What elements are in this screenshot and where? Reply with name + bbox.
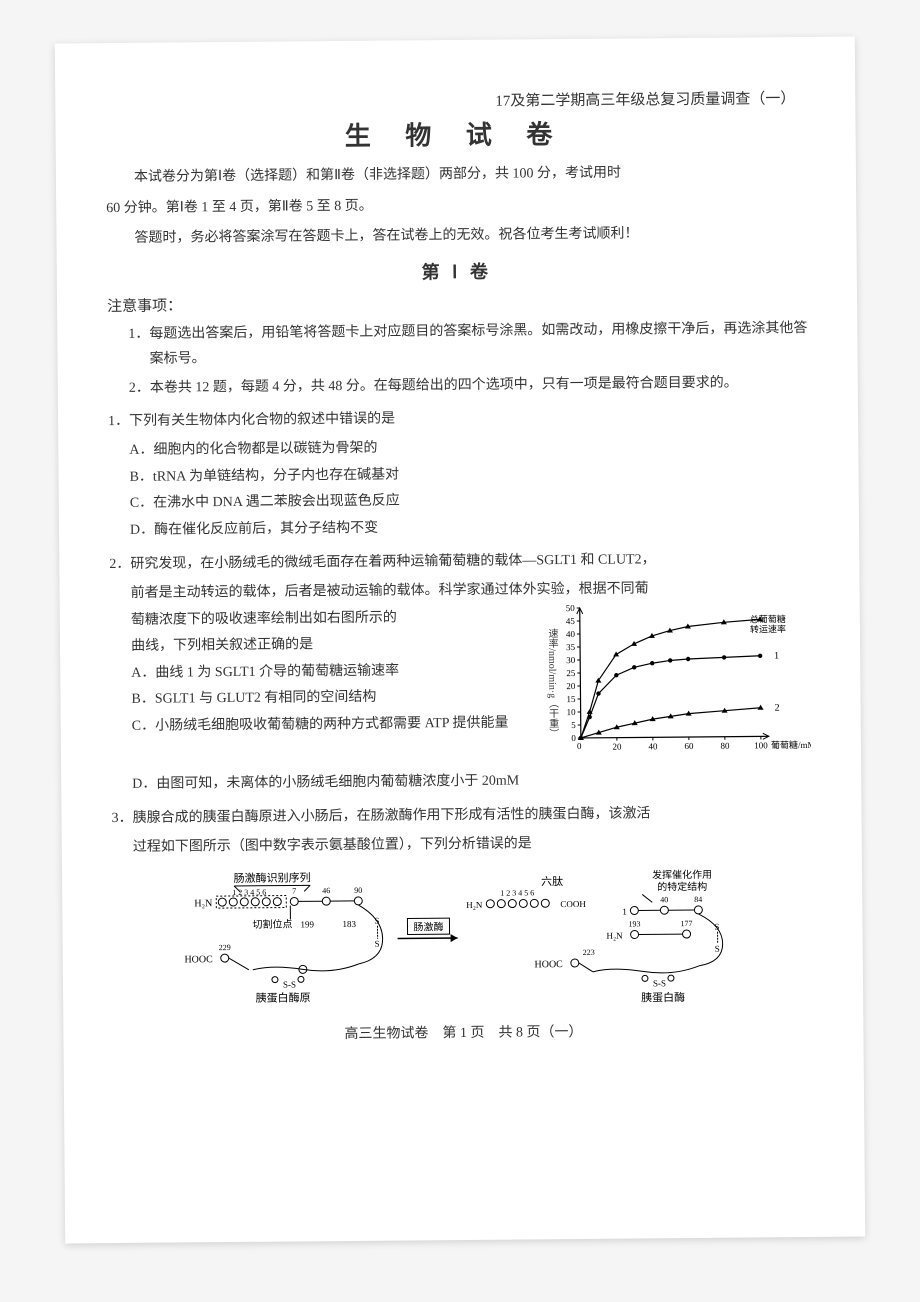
svg-text:0: 0 [577,740,582,750]
svg-text:胰蛋白酶原: 胰蛋白酶原 [256,991,311,1005]
q2-opt-a: A．曲线 1 为 SGLT1 介导的葡萄糖运输速率 [110,657,530,687]
svg-text:S: S [375,939,380,949]
q3-stem-1: 3．胰腺合成的胰蛋白酶原进入小肠后，在肠激酶作用下形成有活性的胰蛋白酶，该激活 [111,800,811,833]
svg-text:30: 30 [566,654,576,664]
question-3: 3．胰腺合成的胰蛋白酶原进入小肠后，在肠激酶作用下形成有活性的胰蛋白酶，该激活 … [111,800,813,1011]
notice-item-1: 1．每题选出答案后，用铅笔将答题卡上对应题目的答案标号涂黑。如需改动，用橡皮擦干… [107,316,807,372]
svg-text:177: 177 [680,919,692,928]
glucose-chart: 速率/nmol/min·g（干重） 0510152025303540455002… [540,595,811,767]
intro-line-3: 答题时，务必将答案涂写在答题卡上，答在试卷上的无效。祝各位考生考试顺利！ [106,220,806,253]
svg-text:1: 1 [774,650,779,661]
q2-stem-3: 萄糖浓度下的吸收速率绘制出如右图所示的 [110,604,530,634]
svg-text:20: 20 [566,680,576,690]
svg-text:50: 50 [566,602,576,612]
intro-line-2: 60 分钟。第Ⅰ卷 1 至 4 页，第Ⅱ卷 5 至 8 页。 [106,190,806,223]
svg-text:S: S [374,916,379,926]
svg-text:84: 84 [694,895,702,904]
svg-text:肠激酶: 肠激酶 [413,920,443,933]
svg-text:H₂N: H₂N [606,931,623,941]
chart-svg: 0 5 10 15 20 25 30 35 40 45 50 0 20 40 60 80 100葡萄糖/mM 总葡… [540,595,811,767]
svg-text:0: 0 [571,732,576,742]
q2-stem-4: 曲线，下列相关叙述正确的是 [110,630,530,660]
svg-text:35: 35 [566,641,576,651]
svg-text:40: 40 [660,895,668,904]
svg-text:1 2 3 4 5 6: 1 2 3 4 5 6 [500,889,534,898]
notice-item-2: 2．本卷共 12 题，每题 4 分，共 48 分。在每题给出的四个选项中，只有一… [108,370,808,401]
svg-text:25: 25 [566,667,576,677]
svg-text:S-S: S-S [283,980,296,990]
enzyme-diagram: 肠激酶识别序列 H₂N 1 2 3 4 5 6 7 46 90 S S 切割位点 199 183 HO… [182,866,743,1011]
notice-heading: 注意事项： [107,289,807,316]
svg-text:COOH: COOH [560,899,586,909]
svg-text:20: 20 [612,741,622,751]
svg-text:7: 7 [292,887,296,896]
svg-text:229: 229 [219,943,231,952]
q2-opt-d: D．由图可知，未离体的小肠绒毛细胞内葡萄糖浓度小于 20mM [111,765,811,798]
q1-opt-d: D．酶在催化反应前后，其分子结构不变 [109,512,809,545]
intro-line-1: 本试卷分为第Ⅰ卷（选择题）和第Ⅱ卷（非选择题）两部分，共 100 分，考试用时 [106,159,806,192]
svg-text:发挥催化作用: 发挥催化作用 [652,868,712,882]
svg-text:葡萄糖/mM: 葡萄糖/mM [771,738,811,749]
diagram-svg: 肠激酶识别序列 H₂N 1 2 3 4 5 6 7 46 90 S S 切割位点 199 183 HO… [182,866,743,1011]
svg-text:60: 60 [684,740,694,750]
svg-text:转运速率: 转运速率 [750,623,786,634]
svg-text:193: 193 [628,920,640,929]
exam-page: 17及第二学期高三年级总复习质量调查（一） 生 物 试 卷 本试卷分为第Ⅰ卷（选… [55,37,865,1244]
question-2: 2．研究发现，在小肠绒毛的微绒毛面存在着两种运输葡萄糖的载体—SGLT1 和 C… [109,546,811,798]
svg-text:199: 199 [300,920,314,930]
svg-text:HOOC: HOOC [534,959,563,970]
svg-text:80: 80 [720,740,730,750]
svg-text:40: 40 [566,628,576,638]
q2-opt-b: B．SGLT1 与 GLUT2 有相同的空间结构 [110,684,530,714]
svg-text:46: 46 [322,886,330,895]
svg-text:H₂N: H₂N [466,900,483,910]
header-line: 17及第二学期高三年级总复习质量调查（一） [105,87,805,114]
svg-text:切割位点: 切割位点 [252,918,292,931]
svg-text:S-S: S-S [653,978,666,988]
q2-stem-1: 2．研究发现，在小肠绒毛的微绒毛面存在着两种运输葡萄糖的载体—SGLT1 和 C… [109,546,809,579]
svg-text:2: 2 [775,702,780,713]
svg-text:15: 15 [566,693,576,703]
paper-title: 生 物 试 卷 [105,112,805,155]
svg-text:总葡萄糖: 总葡萄糖 [750,613,786,624]
q3-stem-2: 过程如下图所示（图中数字表示氨基酸位置），下列分析错误的是 [112,829,812,862]
svg-text:HOOC: HOOC [184,954,213,965]
svg-text:的特定结构: 的特定结构 [657,880,707,893]
svg-text:胰蛋白酶: 胰蛋白酶 [641,990,685,1004]
svg-text:183: 183 [342,919,356,929]
question-1: 1．下列有关生物体内化合物的叙述中错误的是 A．细胞内的化合物都是以碳链为骨架的… [108,403,809,544]
svg-text:40: 40 [648,741,658,751]
svg-text:六肽: 六肽 [541,874,563,888]
svg-text:S: S [715,944,720,954]
svg-text:H₂N: H₂N [194,898,212,909]
svg-text:90: 90 [354,886,362,895]
section-1-title: 第 Ⅰ 卷 [107,255,807,287]
q1-stem: 1．下列有关生物体内化合物的叙述中错误的是 [108,403,808,436]
svg-text:100: 100 [754,740,768,750]
svg-text:1: 1 [622,907,627,917]
page-footer: 高三生物试卷 第 1 页 共 8 页（一） [113,1019,813,1045]
svg-text:223: 223 [583,948,595,957]
svg-text:10: 10 [567,706,577,716]
svg-text:45: 45 [566,615,576,625]
svg-text:肠激酶识别序列: 肠激酶识别序列 [234,871,311,886]
svg-text:S: S [714,922,719,932]
svg-text:5: 5 [571,719,576,729]
q2-opt-c: C．小肠绒毛细胞吸收葡萄糖的两种方式都需要 ATP 提供能量 [111,710,531,740]
